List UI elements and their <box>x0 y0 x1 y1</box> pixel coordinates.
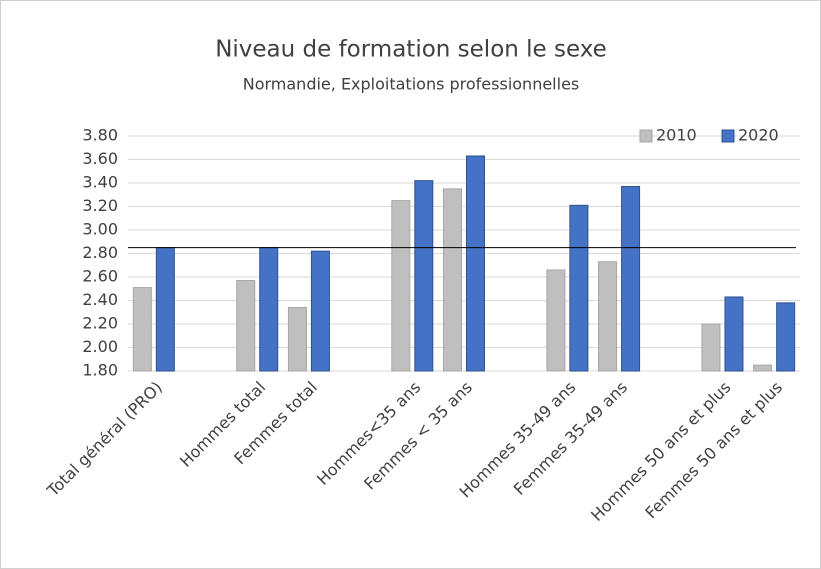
y-tick-label: 1.80 <box>82 361 118 380</box>
bar <box>259 247 279 372</box>
legend-label: 2020 <box>738 126 779 145</box>
chart-subtitle: Normandie, Exploitations professionnelle… <box>243 75 580 94</box>
bar <box>466 155 485 372</box>
bar <box>391 200 411 372</box>
y-tick-label: 3.20 <box>82 196 118 215</box>
bar <box>443 188 462 372</box>
bar <box>621 186 641 372</box>
bar <box>414 180 434 372</box>
y-tick-label: 2.80 <box>82 243 118 262</box>
y-tick-label: 2.60 <box>82 267 118 286</box>
chart-title: Niveau de formation selon le sexe <box>215 37 607 63</box>
bar <box>776 302 796 372</box>
y-tick-label: 3.60 <box>82 149 118 168</box>
legend-swatch <box>721 129 735 143</box>
y-tick-label: 2.00 <box>82 337 118 356</box>
bar <box>132 287 152 372</box>
y-tick-label: 3.00 <box>82 220 118 239</box>
y-tick-label: 2.20 <box>82 314 118 333</box>
bar <box>598 261 618 372</box>
bar <box>546 269 566 372</box>
y-tick-label: 3.40 <box>82 173 118 192</box>
bar <box>287 307 307 372</box>
bar <box>310 250 330 372</box>
bar <box>236 280 256 372</box>
bar <box>155 247 175 372</box>
bar <box>724 296 744 372</box>
y-tick-label: 3.80 <box>82 126 118 145</box>
bar <box>701 323 721 372</box>
legend-label: 2010 <box>656 126 697 145</box>
bar <box>753 364 773 372</box>
bar <box>569 204 589 372</box>
y-tick-label: 2.40 <box>82 290 118 309</box>
legend-swatch <box>639 129 653 143</box>
